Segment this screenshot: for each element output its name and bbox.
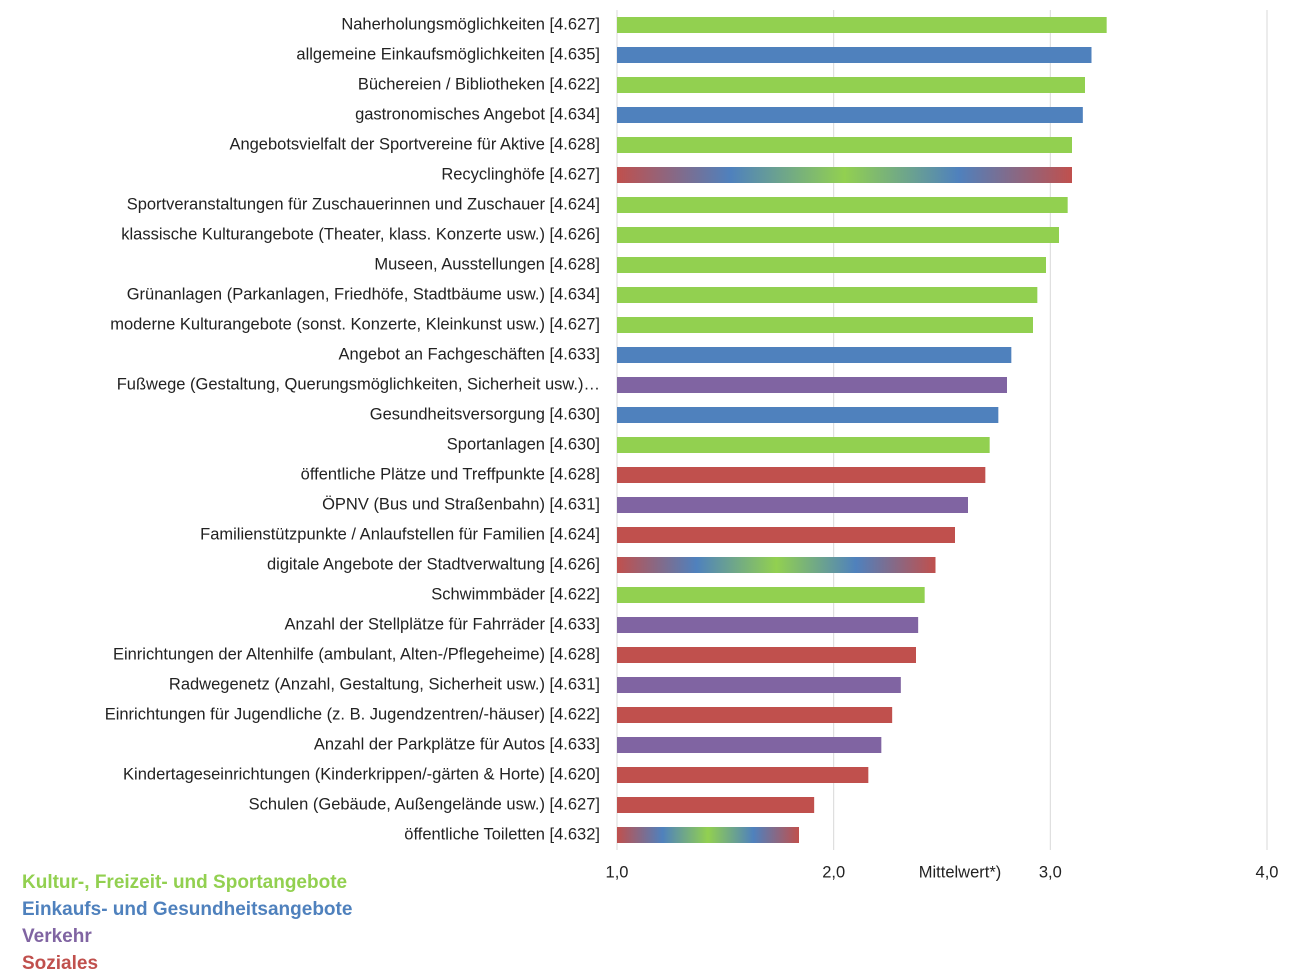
bar bbox=[617, 347, 1012, 363]
y-tick-label: Gesundheitsversorgung [4.630] bbox=[370, 405, 600, 423]
bar bbox=[617, 797, 815, 813]
bar bbox=[617, 647, 916, 663]
y-tick-label: Fußwege (Gestaltung, Querungsmöglichkeit… bbox=[117, 375, 600, 393]
bar bbox=[617, 407, 999, 423]
y-tick-label: Angebot an Fachgeschäften [4.633] bbox=[339, 345, 600, 363]
legend-entry: Soziales bbox=[22, 953, 98, 974]
bar bbox=[617, 287, 1038, 303]
bar bbox=[617, 677, 901, 693]
legend-entry: Verkehr bbox=[22, 926, 92, 947]
y-tick-label: Grünanlagen (Parkanlagen, Friedhöfe, Sta… bbox=[127, 285, 600, 303]
bar bbox=[617, 737, 882, 753]
y-tick-label: öffentliche Toiletten [4.632] bbox=[404, 825, 600, 843]
y-tick-label: Museen, Ausstellungen [4.628] bbox=[374, 255, 600, 273]
y-tick-label: Schwimmbäder [4.622] bbox=[431, 585, 600, 603]
bar bbox=[617, 617, 919, 633]
y-tick-label: Schulen (Gebäude, Außengelände usw.) [4.… bbox=[249, 795, 600, 813]
y-tick-label: moderne Kulturangebote (sonst. Konzerte,… bbox=[110, 315, 600, 333]
bar bbox=[617, 557, 936, 573]
bar bbox=[617, 47, 1092, 63]
x-axis-label: Mittelwert*) bbox=[919, 863, 1002, 881]
y-tick-label: ÖPNV (Bus und Straßenbahn) [4.631] bbox=[322, 495, 600, 513]
bar bbox=[617, 17, 1107, 33]
bar bbox=[617, 197, 1068, 213]
bar bbox=[617, 527, 955, 543]
y-tick-label: Familienstützpunkte / Anlaufstellen für … bbox=[200, 525, 600, 543]
legend-entry: Kultur-, Freizeit- und Sportangebote bbox=[22, 872, 347, 893]
bar bbox=[617, 377, 1007, 393]
y-tick-label: öffentliche Plätze und Treffpunkte [4.62… bbox=[301, 465, 600, 483]
bar bbox=[617, 317, 1033, 333]
y-tick-label: Einrichtungen der Altenhilfe (ambulant, … bbox=[113, 645, 600, 663]
y-tick-label: allgemeine Einkaufsmöglichkeiten [4.635] bbox=[296, 45, 600, 63]
y-tick-label: Sportveranstaltungen für Zuschauerinnen … bbox=[127, 195, 600, 213]
y-tick-label: Sportanlagen [4.630] bbox=[447, 435, 600, 453]
bar bbox=[617, 77, 1085, 93]
y-tick-label: Angebotsvielfalt der Sportvereine für Ak… bbox=[229, 135, 600, 153]
bar bbox=[617, 227, 1059, 243]
bar bbox=[617, 437, 990, 453]
bar bbox=[617, 707, 893, 723]
bar bbox=[617, 827, 799, 843]
x-tick-label: 4,0 bbox=[1256, 863, 1279, 881]
y-tick-label: klassische Kulturangebote (Theater, klas… bbox=[121, 225, 600, 243]
y-tick-label: Naherholungsmöglichkeiten [4.627] bbox=[341, 15, 600, 33]
y-tick-label: Recyclinghöfe [4.627] bbox=[441, 165, 600, 183]
y-tick-label: Büchereien / Bibliotheken [4.622] bbox=[358, 75, 600, 93]
bar bbox=[617, 467, 986, 483]
bar bbox=[617, 587, 925, 603]
y-tick-label: gastronomisches Angebot [4.634] bbox=[355, 105, 600, 123]
y-tick-label: Einrichtungen für Jugendliche (z. B. Jug… bbox=[105, 705, 600, 723]
x-tick-label: 2,0 bbox=[822, 863, 845, 881]
bar bbox=[617, 137, 1072, 153]
y-tick-label: Radwegenetz (Anzahl, Gestaltung, Sicherh… bbox=[169, 675, 600, 693]
x-tick-label: 1,0 bbox=[606, 863, 629, 881]
legend-entry: Einkaufs- und Gesundheitsangebote bbox=[22, 899, 352, 920]
bar bbox=[617, 107, 1083, 123]
bar bbox=[617, 497, 968, 513]
bar bbox=[617, 167, 1072, 183]
y-tick-label: digitale Angebote der Stadtverwaltung [4… bbox=[267, 555, 600, 573]
bar bbox=[617, 767, 869, 783]
bar bbox=[617, 257, 1046, 273]
y-tick-label: Anzahl der Parkplätze für Autos [4.633] bbox=[314, 735, 600, 753]
y-tick-label: Anzahl der Stellplätze für Fahrräder [4.… bbox=[284, 615, 600, 633]
x-tick-label: 3,0 bbox=[1039, 863, 1062, 881]
y-tick-label: Kindertageseinrichtungen (Kinderkrippen/… bbox=[123, 765, 600, 783]
